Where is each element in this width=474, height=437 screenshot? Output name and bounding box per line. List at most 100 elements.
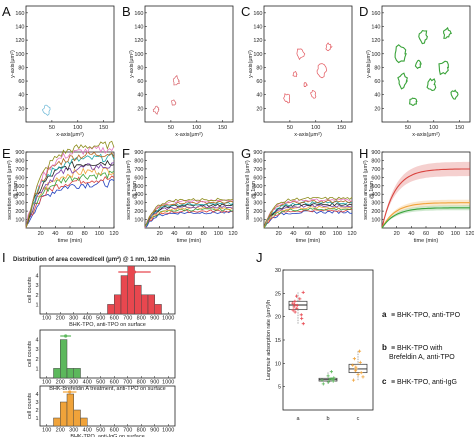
y-tick-label: 60 bbox=[256, 79, 262, 85]
y-tick-label: 700 bbox=[15, 167, 24, 173]
x-tick-label: 200 bbox=[56, 380, 65, 386]
x-tick-label: 50 bbox=[405, 125, 411, 131]
y-tick-label: 900 bbox=[253, 150, 262, 156]
x-axis-label: x-axis(μm²) bbox=[175, 132, 203, 138]
x-category-label: a bbox=[296, 416, 300, 422]
y-axis-label: secretion area/cell (μm²) bbox=[363, 160, 369, 220]
x-tick-label: 600 bbox=[110, 428, 119, 434]
x-tick-label: 900 bbox=[150, 428, 159, 434]
y-tick-label: 4 bbox=[35, 392, 38, 398]
series-line bbox=[263, 207, 353, 229]
y-tick-label: 600 bbox=[371, 175, 380, 181]
series-line bbox=[381, 202, 470, 229]
panel-letter-c: C bbox=[241, 4, 250, 19]
hist-3-frame bbox=[39, 385, 176, 427]
x-tick-label: 100 bbox=[311, 125, 320, 131]
x-tick-label: 100 bbox=[451, 231, 460, 237]
series-line bbox=[144, 199, 234, 229]
cell-outline bbox=[414, 59, 422, 70]
x-tick-label: 800 bbox=[137, 428, 146, 434]
y-tick-label: 3 bbox=[35, 283, 38, 289]
cell-outline bbox=[325, 42, 333, 52]
y-tick-label: 700 bbox=[371, 167, 380, 173]
cell-outline bbox=[443, 26, 453, 39]
y-tick-label: 800 bbox=[134, 158, 143, 164]
y-tick-label: 200 bbox=[134, 209, 143, 215]
y-tick-label: 140 bbox=[134, 24, 143, 30]
histogram-bar bbox=[134, 284, 142, 315]
x-tick-label: 400 bbox=[83, 316, 92, 322]
cell-outline bbox=[292, 70, 298, 78]
series-line bbox=[144, 200, 234, 229]
x-tick-label: 80 bbox=[201, 231, 207, 237]
x-tick-label: 600 bbox=[110, 380, 119, 386]
x-tick-label: 80 bbox=[438, 231, 444, 237]
y-tick-label: 2 bbox=[35, 408, 38, 414]
y-tick-label: 600 bbox=[253, 175, 262, 181]
x-category-label: b bbox=[326, 416, 329, 422]
y-tick-label: 20 bbox=[275, 315, 281, 321]
x-tick-label: 150 bbox=[337, 125, 346, 131]
x-tick-label: 100 bbox=[95, 231, 104, 237]
y-tick-label: 500 bbox=[134, 184, 143, 190]
x-tick-label: 900 bbox=[150, 380, 159, 386]
x-tick-label: 120 bbox=[347, 231, 356, 237]
y-axis-label: cell counts bbox=[27, 393, 33, 419]
x-tick-label: 700 bbox=[123, 316, 132, 322]
series-line bbox=[25, 145, 115, 229]
y-tick-label: 10 bbox=[275, 361, 281, 367]
y-tick-label: 800 bbox=[371, 158, 380, 164]
y-tick-label: 20 bbox=[256, 106, 262, 112]
data-point bbox=[321, 382, 325, 386]
y-tick-label: 300 bbox=[134, 201, 143, 207]
histogram-bar bbox=[60, 339, 68, 379]
y-tick-label: 25 bbox=[275, 291, 281, 297]
y-tick-label: 600 bbox=[15, 175, 24, 181]
x-tick-label: 60 bbox=[305, 231, 311, 237]
data-point bbox=[359, 371, 363, 375]
series-line bbox=[263, 202, 353, 227]
data-point bbox=[354, 365, 358, 369]
y-tick-label: 300 bbox=[371, 201, 380, 207]
x-tick-label: 700 bbox=[123, 428, 132, 434]
legend-j: a ≡ BHK-TPO, anti-TPO b ≡ BHK-TPO with B… bbox=[382, 310, 461, 386]
histogram-caption: BHK-TPO, anti-TPO on surface bbox=[69, 322, 146, 328]
y-tick-label: 100 bbox=[253, 218, 262, 224]
y-tick-label: 4 bbox=[35, 274, 38, 280]
panel-letter-g: G bbox=[241, 146, 251, 161]
cell-outline bbox=[408, 97, 418, 106]
series-line bbox=[25, 151, 115, 229]
panel-letter-j: J bbox=[256, 250, 263, 265]
y-axis-label: cell counts bbox=[27, 341, 33, 367]
data-point bbox=[320, 378, 324, 382]
y-tick-label: 200 bbox=[371, 209, 380, 215]
x-axis-label: x-axis(μm²) bbox=[412, 132, 440, 138]
cell-outline bbox=[426, 77, 437, 92]
y-tick-label: 20 bbox=[18, 106, 24, 112]
data-point bbox=[357, 349, 362, 353]
y-tick-label: 140 bbox=[253, 24, 262, 30]
data-point bbox=[301, 322, 305, 326]
y-tick-label: 300 bbox=[15, 201, 24, 207]
cell-outline bbox=[310, 89, 317, 99]
x-tick-label: 50 bbox=[168, 125, 174, 131]
cell-outline bbox=[303, 82, 308, 87]
y-tick-label: 40 bbox=[256, 93, 262, 99]
histogram-bar bbox=[120, 275, 128, 315]
x-tick-label: 200 bbox=[56, 316, 65, 322]
series-line bbox=[263, 204, 353, 227]
y-tick-label: 20 bbox=[374, 106, 380, 112]
y-tick-label: 200 bbox=[15, 209, 24, 215]
histogram-bar bbox=[73, 368, 81, 379]
chart-layer: 50 100 15020406080100120140160x-axis(μm²)y… bbox=[7, 5, 474, 437]
y-tick-label: 300 bbox=[253, 201, 262, 207]
series-line bbox=[263, 196, 353, 229]
legend-a-key: a bbox=[382, 310, 387, 319]
histogram-bar bbox=[141, 294, 149, 315]
legend-b-text2: Brefeldin A, anti-TPO bbox=[389, 354, 455, 361]
hist-2-frame bbox=[39, 329, 176, 379]
legend-a-text: ≡ BHK-TPO, anti-TPO bbox=[391, 312, 461, 319]
x-tick-label: 20 bbox=[394, 231, 400, 237]
x-tick-label: 500 bbox=[96, 428, 105, 434]
